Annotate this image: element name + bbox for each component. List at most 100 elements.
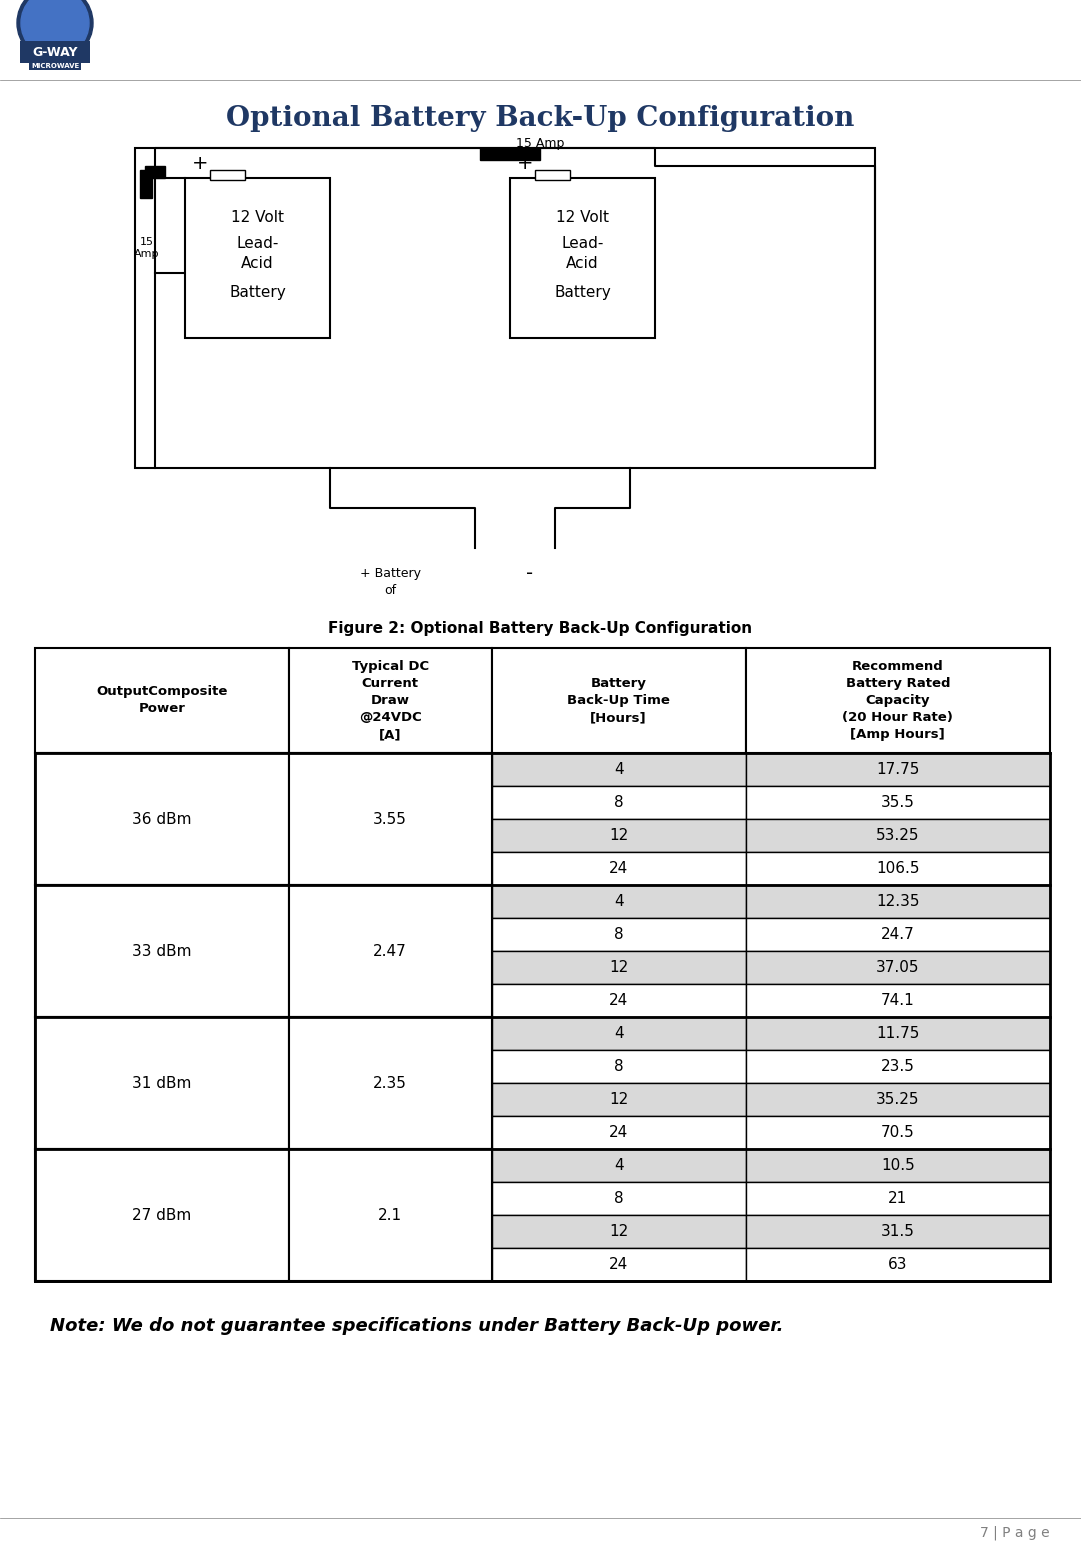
Text: 8: 8 xyxy=(614,927,624,943)
Bar xyxy=(510,178,655,337)
Text: +: + xyxy=(191,153,209,173)
Text: 70.5: 70.5 xyxy=(881,1125,915,1139)
Text: G-WAY: G-WAY xyxy=(32,45,78,59)
Bar xyxy=(746,885,1050,918)
Bar xyxy=(35,885,289,1017)
Bar xyxy=(492,649,746,752)
Text: 24: 24 xyxy=(609,1125,628,1139)
Text: 27 dBm: 27 dBm xyxy=(132,1207,191,1223)
FancyBboxPatch shape xyxy=(21,40,90,63)
Text: 12: 12 xyxy=(609,960,628,975)
Text: 21: 21 xyxy=(889,1190,907,1206)
Text: 53.25: 53.25 xyxy=(876,828,920,844)
Text: 74.1: 74.1 xyxy=(881,992,915,1008)
Bar xyxy=(35,752,289,885)
Text: OutputComposite
Power: OutputComposite Power xyxy=(96,686,228,715)
Bar xyxy=(492,1050,746,1084)
Text: 12.35: 12.35 xyxy=(876,895,920,909)
Text: 63: 63 xyxy=(888,1257,908,1272)
Bar xyxy=(746,1183,1050,1215)
Bar xyxy=(746,752,1050,786)
Bar xyxy=(35,1149,289,1282)
Bar xyxy=(746,1149,1050,1183)
Text: 12 Volt: 12 Volt xyxy=(231,211,284,226)
Bar xyxy=(492,786,746,819)
Bar xyxy=(35,1050,289,1084)
Bar xyxy=(289,885,492,918)
Bar xyxy=(289,1050,492,1084)
Text: 31 dBm: 31 dBm xyxy=(132,1076,191,1090)
Bar xyxy=(535,170,570,180)
Bar xyxy=(289,1248,492,1282)
Bar xyxy=(492,752,746,786)
Text: 4: 4 xyxy=(614,762,624,777)
Bar xyxy=(492,1248,746,1282)
Bar xyxy=(35,1084,289,1116)
Bar xyxy=(141,170,152,198)
Bar xyxy=(746,819,1050,851)
Text: 3.55: 3.55 xyxy=(373,811,408,827)
Bar xyxy=(492,1183,746,1215)
Bar xyxy=(35,950,289,985)
Bar xyxy=(35,1017,289,1050)
Bar xyxy=(35,885,289,918)
Text: 35.25: 35.25 xyxy=(876,1091,920,1107)
Bar xyxy=(492,918,746,950)
Text: Battery: Battery xyxy=(229,285,285,300)
Text: Battery
Back-Up Time
[Hours]: Battery Back-Up Time [Hours] xyxy=(568,676,670,724)
Text: 8: 8 xyxy=(614,1059,624,1074)
Text: Battery: Battery xyxy=(555,285,611,300)
Bar xyxy=(35,819,289,851)
Text: 12 Volt: 12 Volt xyxy=(556,211,609,226)
Text: 24.7: 24.7 xyxy=(881,927,915,943)
Text: MICROWAVE: MICROWAVE xyxy=(31,63,79,70)
Bar xyxy=(289,752,492,885)
Text: Acid: Acid xyxy=(566,255,599,271)
Bar xyxy=(746,950,1050,985)
Text: 10.5: 10.5 xyxy=(881,1158,915,1173)
Bar xyxy=(289,885,492,1017)
Bar xyxy=(492,1084,746,1116)
Bar xyxy=(746,851,1050,885)
Bar xyxy=(289,819,492,851)
Text: 8: 8 xyxy=(614,796,624,810)
Text: 4: 4 xyxy=(614,895,624,909)
Bar xyxy=(289,985,492,1017)
Bar xyxy=(746,1215,1050,1248)
Bar xyxy=(35,649,289,752)
Bar xyxy=(746,985,1050,1017)
Bar xyxy=(492,1017,746,1050)
Text: 15
Amp: 15 Amp xyxy=(134,237,160,259)
Text: 2.47: 2.47 xyxy=(373,943,408,958)
Bar xyxy=(35,918,289,950)
Bar xyxy=(480,149,540,159)
Text: 24: 24 xyxy=(609,1257,628,1272)
Bar xyxy=(746,918,1050,950)
Bar xyxy=(35,752,289,786)
Text: 4: 4 xyxy=(614,1158,624,1173)
Text: Note: We do not guarantee specifications under Battery Back-Up power.: Note: We do not guarantee specifications… xyxy=(50,1317,784,1334)
Bar xyxy=(746,1116,1050,1149)
Bar xyxy=(289,1017,492,1149)
Bar xyxy=(35,1149,289,1183)
Text: Lead-: Lead- xyxy=(237,235,279,251)
Bar xyxy=(289,918,492,950)
Bar xyxy=(35,1116,289,1149)
Text: +: + xyxy=(517,153,533,173)
Bar xyxy=(145,166,165,178)
Bar xyxy=(35,985,289,1017)
Bar xyxy=(746,1084,1050,1116)
Text: 15 Amp: 15 Amp xyxy=(516,136,564,150)
Bar xyxy=(289,786,492,819)
Bar xyxy=(35,1017,289,1149)
Text: Typical DC
Current
Draw
@24VDC
[A]: Typical DC Current Draw @24VDC [A] xyxy=(351,659,429,741)
Text: 24: 24 xyxy=(609,861,628,876)
Bar xyxy=(492,885,746,918)
Bar xyxy=(746,1050,1050,1084)
Bar xyxy=(185,178,330,337)
Text: 37.05: 37.05 xyxy=(876,960,920,975)
Bar xyxy=(289,950,492,985)
Bar xyxy=(746,786,1050,819)
Text: of: of xyxy=(384,584,396,596)
Bar xyxy=(35,1183,289,1215)
